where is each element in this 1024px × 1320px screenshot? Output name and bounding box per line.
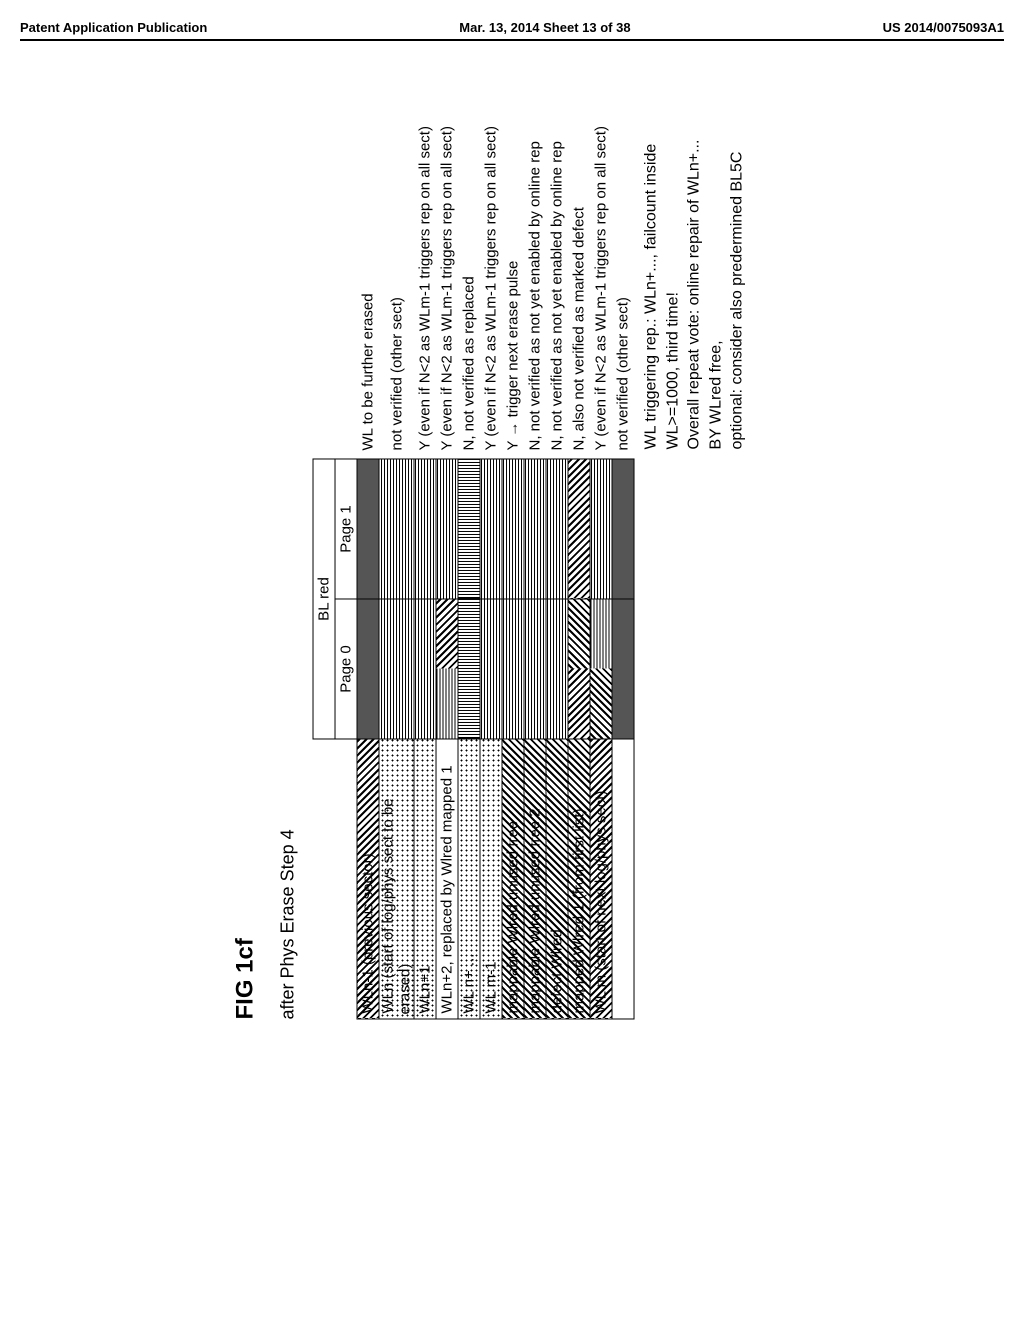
page-cell bbox=[357, 459, 379, 599]
page-cell bbox=[568, 599, 590, 739]
row-label: WL m (start of next log/phys sect) bbox=[590, 739, 612, 1019]
row-label: WLn+1 bbox=[414, 739, 436, 1019]
footer-line: WL>=1000, third time! bbox=[662, 0, 684, 449]
page-cell bbox=[480, 459, 502, 599]
row-annotation: Y → trigger next erase pulse bbox=[502, 69, 524, 459]
row-annotation: Y (even if N<2 as WLm-1 triggers rep on … bbox=[480, 69, 502, 459]
page-cell bbox=[612, 599, 634, 739]
footer-line: Overall repeat vote: online repair of WL… bbox=[684, 0, 706, 449]
row-annotation: not verified (other sect) bbox=[612, 69, 634, 459]
row-label: mappable Wlred unused free 2 bbox=[524, 739, 546, 1019]
wordline-row: WL m (start of next log/phys sect) Y (eve… bbox=[590, 69, 612, 1019]
row-annotation: WL to be further erased bbox=[357, 69, 379, 459]
page-cell bbox=[502, 599, 524, 739]
row-annotation: N, not verified as not yet enabled by on… bbox=[524, 69, 546, 459]
page-cell bbox=[590, 459, 612, 599]
footer-line: BY WLred free, bbox=[705, 0, 727, 449]
row-annotation: Y (even if N<2 as WLm-1 triggers rep on … bbox=[414, 69, 436, 459]
row-label: defect Wlred bbox=[546, 739, 568, 1019]
wordline-row: WLn+2, replaced by Wlred mapped 1 Y (even… bbox=[436, 69, 458, 1019]
page-cell bbox=[612, 459, 634, 599]
figure-rotated: FIG 1cf after Phys Erase Step 4 BL red P… bbox=[232, 0, 749, 1019]
row-label bbox=[612, 739, 634, 1019]
row-label: mappable Wlred unused free bbox=[502, 739, 524, 1019]
wordline-row: WL m-1 Y (even if N<2 as WLm-1 triggers r… bbox=[480, 69, 502, 1019]
wordline-row: WLn+1 Y (even if N<2 as WLm-1 triggers re… bbox=[414, 69, 436, 1019]
page-cell bbox=[414, 599, 436, 739]
wordline-row: WL n+ ... N, not verified as replaced bbox=[458, 69, 480, 1019]
col-page0: Page 0 bbox=[335, 599, 357, 739]
page-cell bbox=[458, 599, 480, 739]
row-annotation: Y (even if N<2 as WLm-1 triggers rep on … bbox=[436, 69, 458, 459]
wordline-row: mapped Wlred 1 (from first list) N, also … bbox=[568, 69, 590, 1019]
wordline-row: defect Wlred N, not verified as not yet e… bbox=[546, 69, 568, 1019]
page-cell bbox=[502, 459, 524, 599]
footer-line: WL triggering rep.: WLn+..., failcount i… bbox=[641, 0, 663, 449]
page-cell bbox=[524, 599, 546, 739]
page-cell bbox=[546, 599, 568, 739]
col-page1: Page 1 bbox=[335, 459, 357, 599]
page-cell bbox=[414, 459, 436, 599]
figure-label: FIG 1cf bbox=[232, 0, 260, 1019]
header-right: US 2014/0075093A1 bbox=[883, 20, 1004, 35]
row-label: WL n+ ... bbox=[458, 739, 480, 1019]
row-annotation: Y (even if N<2 as WLm-1 triggers rep on … bbox=[590, 69, 612, 459]
figure-subtitle: after Phys Erase Step 4 bbox=[278, 0, 299, 1019]
page-cell bbox=[436, 599, 458, 739]
page-cell bbox=[524, 459, 546, 599]
page-cell bbox=[436, 459, 458, 599]
row-annotation: not verified (other sect) bbox=[379, 69, 414, 459]
page-cell bbox=[546, 459, 568, 599]
row-annotation: N, also not verified as marked defect bbox=[568, 69, 590, 459]
page-cell bbox=[379, 459, 414, 599]
page-cell bbox=[379, 599, 414, 739]
row-label: WLn+2, replaced by Wlred mapped 1 bbox=[436, 739, 458, 1019]
row-annotation: N, not verified as replaced bbox=[458, 69, 480, 459]
page-cell bbox=[357, 599, 379, 739]
header-left: Patent Application Publication bbox=[20, 20, 207, 35]
row-label: WL m-1 bbox=[480, 739, 502, 1019]
wordline-row: WLn (start of log/phys sect to be erased… bbox=[379, 69, 414, 1019]
page-cell bbox=[480, 599, 502, 739]
row-annotation: N, not verified as not yet enabled by on… bbox=[546, 69, 568, 459]
row-label: mapped Wlred 1 (from first list) bbox=[568, 739, 590, 1019]
wordline-row: not verified (other sect) bbox=[612, 69, 634, 1019]
col-blred: BL red bbox=[313, 459, 335, 739]
memory-grid: BL red Page 0 Page 1 WLn-1 (previous sec… bbox=[313, 68, 635, 1019]
footer-line: optional: consider also predermined BL5C bbox=[727, 0, 749, 449]
wordline-row: WLn-1 (previous sector) WL to be further … bbox=[357, 69, 379, 1019]
row-label: WLn (start of log/phys sect to be erased… bbox=[379, 739, 414, 1019]
wordline-row: mappable Wlred unused free 2 N, not verif… bbox=[524, 69, 546, 1019]
page-cell bbox=[568, 459, 590, 599]
row-label: WLn-1 (previous sector) bbox=[357, 739, 379, 1019]
page-cell bbox=[458, 459, 480, 599]
wordline-row: mappable Wlred unused free Y → trigger ne… bbox=[502, 69, 524, 1019]
page-cell bbox=[590, 599, 612, 739]
footer-notes: WL triggering rep.: WLn+..., failcount i… bbox=[641, 0, 749, 449]
